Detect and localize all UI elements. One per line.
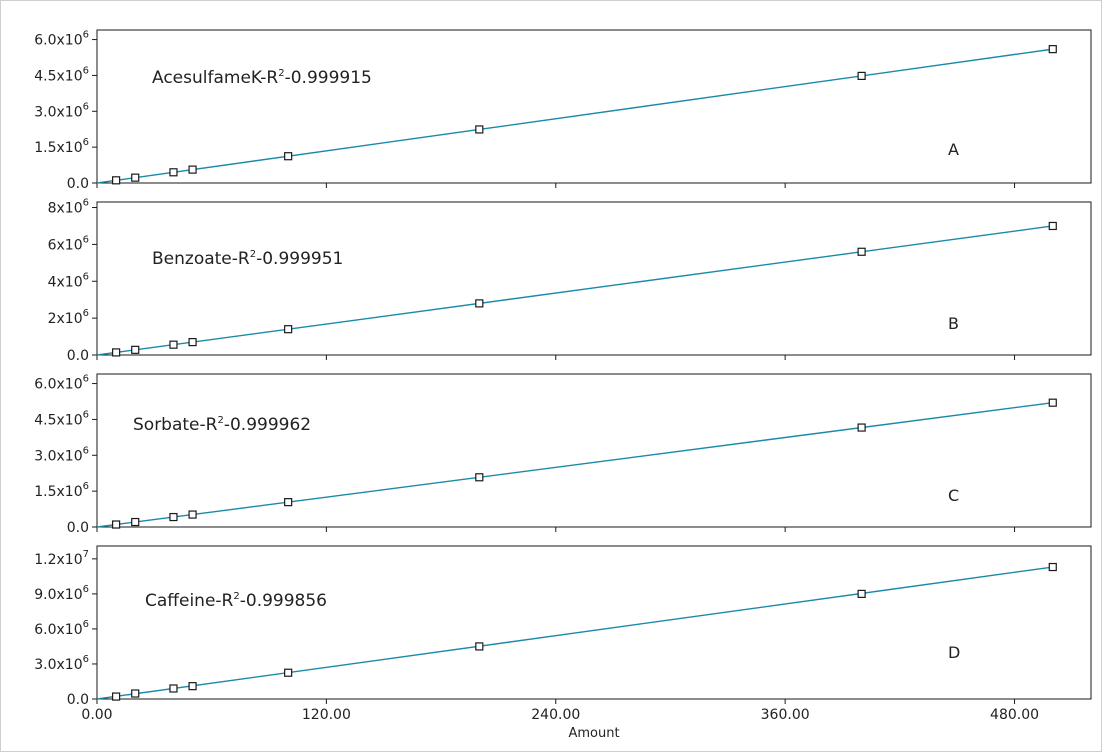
data-point (475, 642, 484, 651)
data-point (284, 668, 293, 677)
plot-frame (96, 201, 1092, 356)
panel-letter: C (948, 486, 959, 505)
panel-a: AcesulfameK-R2-0.999915 A (96, 29, 1092, 184)
y-tick-label: 0.0 (67, 520, 89, 536)
data-point (475, 299, 484, 308)
fit-line (96, 225, 1053, 356)
data-point (188, 682, 197, 691)
y-tick-label: 3.0x106 (34, 654, 89, 673)
y-tick-label: 9.0x106 (34, 584, 89, 603)
panel-title: Benzoate-R2-0.999951 (152, 249, 343, 269)
panel-b-marks: 0.0 2x106 4x106 6x106 8x106 (48, 198, 1057, 364)
data-point (1048, 398, 1057, 407)
data-point (1048, 562, 1057, 572)
y-tick-label: 0.0 (67, 692, 89, 708)
data-point (857, 589, 866, 598)
data-point (1048, 221, 1057, 231)
panel-title: Caffeine-R2-0.999856 (145, 591, 327, 611)
y-tick-label: 0.0 (67, 176, 89, 192)
panel-d-marks: 0.0 3.0x106 6.0x106 9.0x106 1.2x107 (34, 549, 1057, 708)
data-point (1048, 45, 1057, 54)
fit-line (96, 401, 1053, 528)
y-tick-label: 6.0x106 (34, 619, 89, 638)
panel-c-marks: 0.0 1.5x106 3.0x106 4.5x106 6.0x106 (34, 374, 1057, 536)
panel-a-marks: 0.0 1.5x106 3.0x106 4.5x106 6.0x106 (34, 30, 1057, 192)
data-point (131, 345, 140, 354)
panel-title: Sorbate-R2-0.999962 (133, 415, 311, 435)
data-point (475, 125, 484, 134)
y-tick-label: 6.0x106 (34, 30, 89, 49)
y-tick-label: 4.5x106 (34, 409, 89, 428)
y-tick-label: 2x106 (48, 308, 89, 327)
data-point (131, 689, 140, 698)
data-point (857, 423, 866, 432)
data-point (475, 473, 484, 482)
data-point (857, 71, 866, 81)
y-tick-label: 3.0x106 (34, 101, 89, 120)
x-tick-label: 240.00 (531, 707, 580, 723)
data-point (169, 512, 178, 522)
y-tick-label: 3.0x106 (34, 445, 89, 464)
panel-b: Benzoate-R2-0.999951 B (96, 201, 1092, 356)
data-point (188, 337, 197, 347)
y-tick-label: 6x106 (48, 234, 89, 253)
x-tick-label: 120.00 (302, 707, 351, 723)
data-point (169, 684, 178, 693)
x-tick-label: 360.00 (761, 707, 810, 723)
plot-frame (96, 29, 1092, 184)
data-point (284, 325, 293, 334)
y-tick-label: 1.2x107 (34, 549, 89, 568)
data-point (284, 152, 293, 161)
data-point (112, 692, 121, 701)
fit-line (96, 566, 1053, 700)
panel-letter: D (948, 643, 960, 662)
data-point (188, 510, 197, 519)
panel-letter: A (948, 140, 959, 159)
y-tick-label: 4x106 (48, 271, 89, 290)
panel-c: Sorbate-R2-0.999962 C (96, 373, 1092, 528)
y-tick-label: 1.5x106 (34, 137, 89, 156)
panel-letter: B (948, 314, 959, 333)
y-tick-label: 6.0x106 (34, 374, 89, 393)
x-axis-label: Amount (568, 726, 619, 741)
panel-d: Caffeine-R2-0.999856 D (96, 545, 1092, 700)
data-point (284, 498, 293, 507)
data-point (112, 176, 121, 185)
data-point (169, 340, 178, 349)
y-tick-label: 8x106 (48, 198, 89, 217)
panel-title: AcesulfameK-R2-0.999915 (152, 68, 372, 88)
data-point (112, 520, 121, 529)
data-point (131, 517, 140, 527)
chart-marks: 0.0 1.5x106 3.0x106 4.5x106 6.0x106 0.0 2x106 4… (34, 30, 1057, 723)
plot-frame (96, 545, 1092, 700)
y-tick-label: 0.0 (67, 348, 89, 364)
plot-frame (96, 373, 1092, 528)
data-point (188, 165, 197, 174)
y-tick-label: 4.5x106 (34, 65, 89, 84)
x-tick-label: 480.00 (990, 707, 1039, 723)
y-tick-label: 1.5x106 (34, 481, 89, 500)
data-point (131, 173, 140, 182)
data-point (169, 168, 178, 177)
fit-line (96, 48, 1053, 184)
data-point (857, 247, 866, 256)
x-tick-label: 0.00 (81, 707, 112, 723)
data-point (112, 348, 121, 357)
